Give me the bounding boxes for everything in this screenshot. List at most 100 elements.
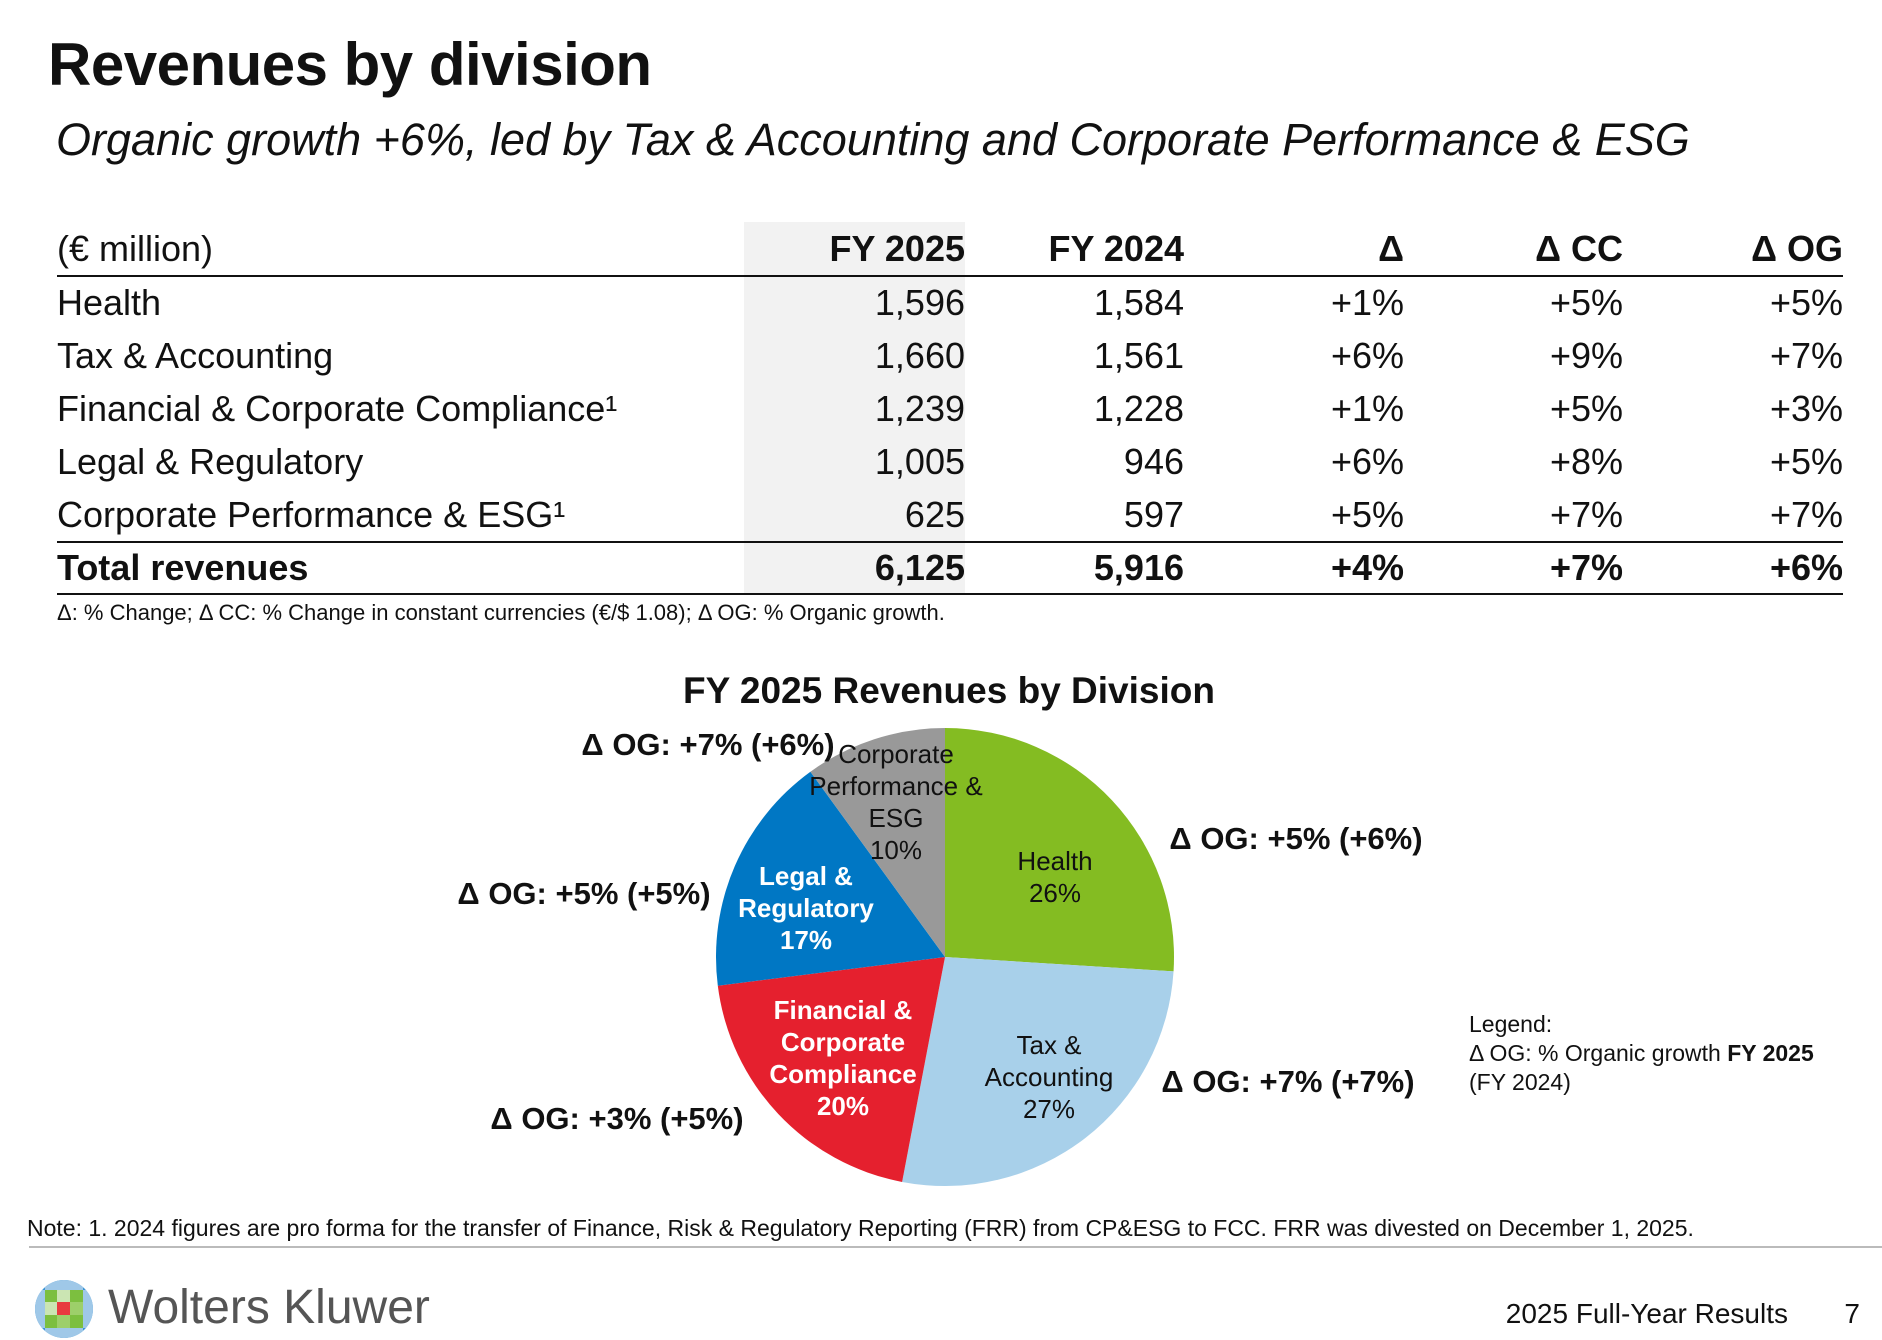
og-annotation: Δ OG: +5% (+6%) — [1169, 821, 1423, 856]
row-label: Tax & Accounting — [57, 335, 334, 376]
pie-slice-health — [945, 728, 1174, 972]
table-cell: +5% — [1769, 441, 1843, 482]
table-cell: FY 2024 — [1048, 228, 1184, 269]
footer-divider — [29, 1246, 1882, 1248]
slice-label-line: Legal & — [759, 861, 853, 891]
table-total-row: Total revenues 6,125 5,916 +4% +7% +6% — [57, 541, 1843, 594]
table-cell: +7% — [1769, 494, 1843, 535]
row-label: (€ million) — [57, 228, 214, 269]
table-rule — [57, 275, 1843, 277]
pie-slice-financial-corporate-compliance — [717, 957, 945, 1182]
og-annotation: Δ OG: +7% (+7%) — [1161, 1064, 1415, 1099]
table-cell: +1% — [1330, 282, 1404, 323]
table-cell: +7% — [1769, 335, 1843, 376]
slice-label: Corporate Performance & ESG 10% — [809, 738, 982, 866]
legend-line1: Δ OG: % Organic growth FY 2025 — [1469, 1039, 1814, 1068]
pie-slice-tax-accounting — [902, 957, 1174, 1186]
table-cell: Δ OG — [1751, 228, 1843, 269]
legend-line1-bold: FY 2025 — [1727, 1040, 1814, 1066]
fy2025-column-highlight — [744, 222, 965, 593]
og-annotation: Δ OG: +7% (+6%) — [581, 727, 835, 762]
note: Note: 1. 2024 figures are pro forma for … — [27, 1215, 1694, 1241]
table-cell: 6,125 — [874, 547, 965, 588]
table-cell: +6% — [1330, 335, 1404, 376]
slice-label: Health 26% — [1017, 845, 1092, 909]
table-cell: 1,584 — [1093, 282, 1184, 323]
slice-label-line: 10% — [869, 835, 923, 865]
table-footnote: Δ: % Change; Δ CC: % Change in constant … — [57, 600, 945, 625]
pie-slice-legal-regulatory — [716, 771, 945, 986]
table-row: Tax & Accounting 1,660 1,561 +6% +9% +7% — [57, 329, 1843, 382]
table-cell: 625 — [904, 494, 965, 535]
slice-label-line: Financial & — [773, 995, 913, 1025]
table-cell: +6% — [1769, 547, 1843, 588]
slice-label: Tax & Accounting 27% — [985, 1029, 1114, 1125]
table-cell: +5% — [1330, 494, 1404, 535]
table-cell: +7% — [1549, 494, 1623, 535]
table-cell: 1,596 — [874, 282, 965, 323]
row-label: Total revenues — [57, 547, 309, 588]
table-cell: 1,561 — [1093, 335, 1184, 376]
slice-label: Legal & Regulatory 17% — [738, 860, 874, 956]
slice-label-line: Corporate — [838, 739, 954, 769]
slice-label-line: Performance & — [809, 771, 983, 801]
table-cell: Δ CC — [1535, 228, 1623, 269]
slice-label-line: 17% — [779, 925, 833, 955]
slice-label-line: Compliance — [769, 1059, 917, 1089]
table-cell: +5% — [1549, 282, 1623, 323]
table-rule — [57, 593, 1843, 595]
slice-label: Financial & Corporate Compliance 20% — [769, 994, 916, 1122]
slice-label-line: Corporate — [780, 1027, 906, 1057]
table-rule — [57, 541, 1843, 543]
table-cell: +5% — [1769, 282, 1843, 323]
og-annotation: Δ OG: +5% (+5%) — [457, 876, 711, 911]
slice-label-line: Accounting — [984, 1062, 1114, 1092]
og-annotation: Δ OG: +3% (+5%) — [490, 1101, 744, 1136]
legend-heading: Legend: — [1469, 1011, 1553, 1037]
table-cell: +3% — [1769, 388, 1843, 429]
table-cell: +8% — [1549, 441, 1623, 482]
slice-label-line: Health — [1017, 846, 1093, 876]
table-cell: FY 2025 — [829, 228, 965, 269]
row-label: Corporate Performance & ESG¹ — [57, 494, 566, 535]
table-row: Legal & Regulatory 1,005 946 +6% +8% +5% — [57, 435, 1843, 488]
table-cell: 597 — [1123, 494, 1184, 535]
table-cell: +7% — [1549, 547, 1623, 588]
slice-label-line: Tax & — [1016, 1030, 1082, 1060]
table-row: Financial & Corporate Compliance¹ 1,239 1,… — [57, 382, 1843, 435]
pie-slice-corporate-performance-esg — [810, 728, 945, 957]
page-number: 7 — [1844, 1298, 1860, 1329]
table-row: Health 1,596 1,584 +1% +5% +5% — [57, 276, 1843, 329]
table-cell: +5% — [1549, 388, 1623, 429]
legend-line2: (FY 2024) — [1469, 1069, 1571, 1095]
table-cell: +9% — [1549, 335, 1623, 376]
row-label: Financial & Corporate Compliance¹ — [57, 388, 618, 429]
slice-label-line: 20% — [816, 1091, 870, 1121]
legend-line1-text: Δ OG: % Organic growth — [1469, 1040, 1728, 1066]
table-cell: 946 — [1123, 441, 1184, 482]
table-cell: Δ — [1378, 228, 1404, 269]
page-subtitle: Organic growth +6%, led by Tax & Account… — [56, 114, 1690, 165]
brand-name: Wolters Kluwer — [108, 1281, 430, 1334]
table-cell: +1% — [1330, 388, 1404, 429]
table-cell: 1,660 — [874, 335, 965, 376]
table-cell: 1,239 — [874, 388, 965, 429]
slice-label-line: 26% — [1028, 878, 1082, 908]
table-cell: 5,916 — [1093, 547, 1184, 588]
page-title: Revenues by division — [48, 31, 652, 98]
slice-label-line: Regulatory — [738, 893, 874, 923]
pie-title: FY 2025 Revenues by Division — [683, 670, 1215, 711]
slice-label-line: 27% — [1022, 1094, 1076, 1124]
table-cell: 1,228 — [1093, 388, 1184, 429]
legend: Legend: Δ OG: % Organic growth FY 2025 (… — [1469, 1010, 1814, 1097]
table-header: (€ million) FY 2025 FY 2024 Δ Δ CC Δ OG — [57, 222, 1843, 275]
slice-label-line: ESG — [868, 803, 924, 833]
table-cell: +4% — [1330, 547, 1404, 588]
table-cell: 1,005 — [874, 441, 965, 482]
wolters-kluwer-logo-icon — [35, 1280, 93, 1338]
row-label: Health — [57, 282, 162, 323]
footer-title: 2025 Full-Year Results — [1505, 1298, 1788, 1329]
table-cell: +6% — [1330, 441, 1404, 482]
row-label: Legal & Regulatory — [57, 441, 364, 482]
